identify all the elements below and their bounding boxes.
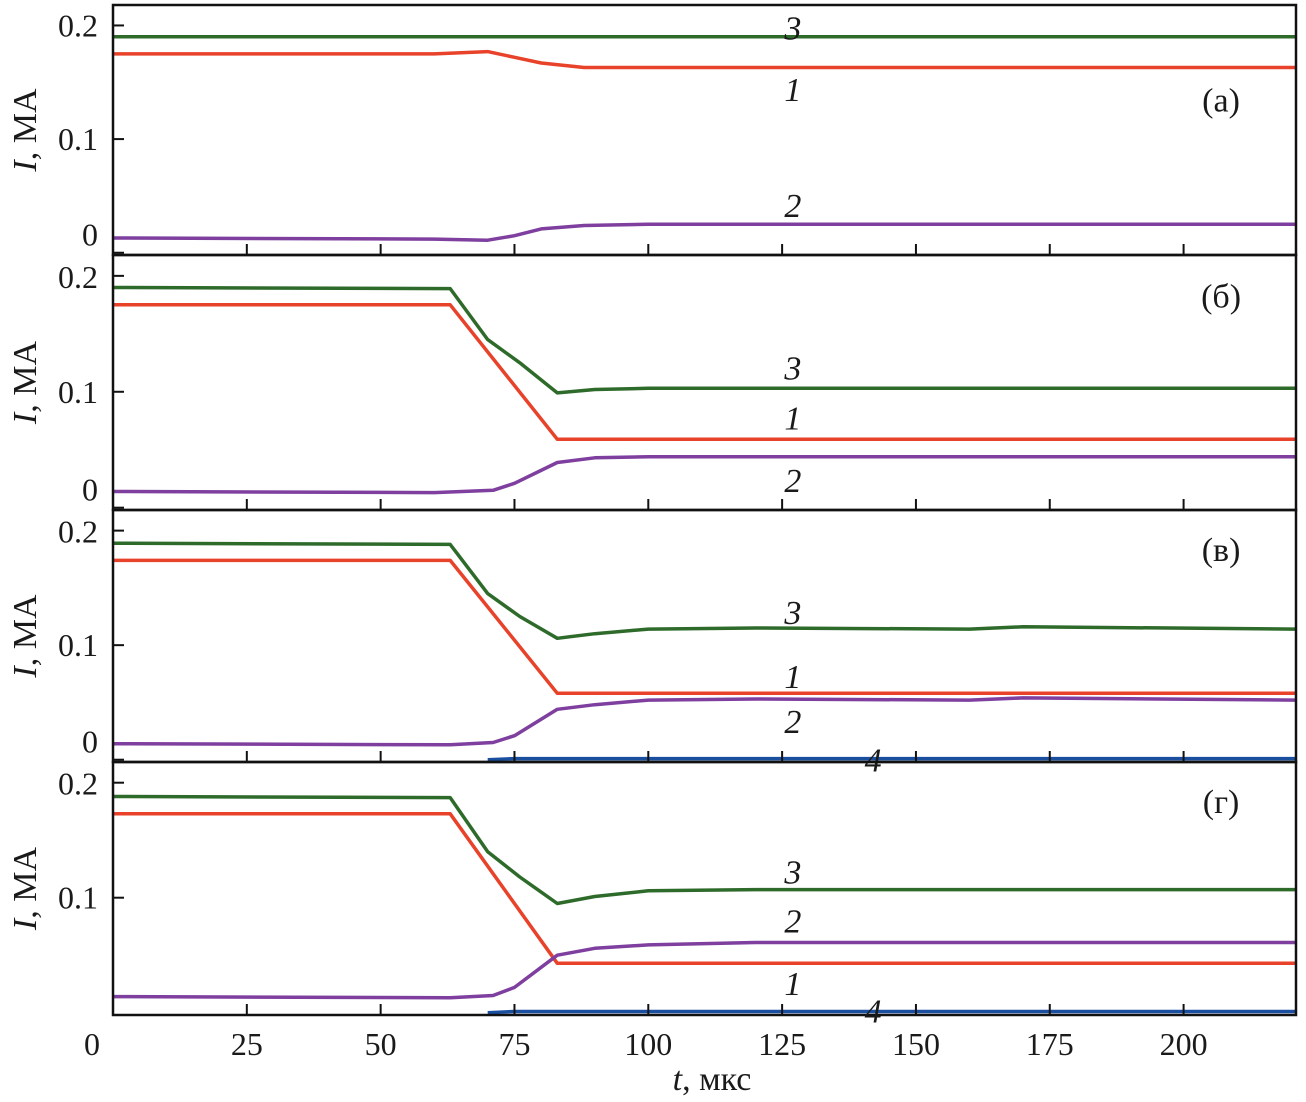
x-tick-label: 50 [365, 1026, 397, 1062]
series-line-2-panel-3 [112, 696, 1297, 747]
y-axis-var: I [7, 411, 44, 425]
curve-label-3: 3 [783, 11, 801, 48]
y-axis-var: I [7, 665, 44, 679]
y-tick-label: 0.2 [58, 514, 98, 550]
x-tick-label: 200 [1160, 1026, 1208, 1062]
panel-label: (б) [1201, 279, 1241, 316]
x-tick-label: 0 [84, 1026, 100, 1062]
y-axis-label: I, МА [7, 847, 44, 932]
curve-label-2: 2 [784, 463, 801, 500]
x-tick-label: 100 [624, 1026, 672, 1062]
y-tick-label: 0.1 [58, 627, 98, 663]
y-axis-label: I, МА [7, 594, 44, 679]
y-tick-label: 0 [82, 724, 98, 760]
curve-label-2: 2 [784, 188, 801, 225]
y-axis-unit: , МА [7, 341, 44, 413]
series-line-3-panel-3 [112, 541, 1297, 641]
panel-frame-1 [111, 3, 1298, 257]
x-axis-label: t, мкс [673, 1061, 752, 1098]
y-axis-label: I, МА [7, 341, 44, 426]
curve-label-1: 1 [784, 659, 801, 696]
series-line-1-panel-1 [113, 49, 1296, 70]
y-tick-label: 0.1 [58, 121, 98, 157]
y-axis-label: I, МА [7, 88, 44, 173]
panel-label: (г) [1203, 784, 1240, 821]
curve-label-3: 3 [783, 350, 801, 387]
curve-label-1: 1 [784, 72, 801, 109]
x-tick-label: 75 [498, 1026, 530, 1062]
y-tick-label: 0.2 [58, 259, 98, 295]
curve-label-1: 1 [784, 400, 801, 437]
curve-label-2: 2 [784, 704, 801, 741]
y-axis-var: I [7, 159, 44, 173]
y-tick-label: 0 [82, 217, 98, 253]
y-tick-label: 0.2 [58, 766, 98, 802]
y-axis-var: I [7, 917, 44, 931]
y-axis-unit: , МА [7, 88, 44, 160]
curve-label-1: 1 [784, 966, 801, 1003]
series-line-3-panel-4 [112, 794, 1296, 906]
series-line-2-panel-2 [112, 454, 1296, 495]
curve-label-3: 3 [783, 854, 801, 891]
series-line-1-panel-2 [113, 303, 1296, 442]
series-line-1-panel-4 [113, 812, 1296, 966]
panel-frame-2 [111, 253, 1298, 512]
panel-label: (в) [1202, 532, 1241, 569]
x-tick-label: 25 [231, 1026, 263, 1062]
x-tick-label: 150 [892, 1026, 940, 1062]
series-line-4-panel-4 [487, 1009, 1296, 1015]
curve-label-3: 3 [783, 595, 801, 632]
series-line-3-panel-2 [112, 285, 1296, 395]
y-tick-label: 0.2 [58, 7, 98, 43]
y-axis-unit: , МА [7, 594, 44, 666]
series-line-4-panel-3 [487, 756, 1296, 762]
y-tick-label: 0.1 [58, 880, 98, 916]
series-line-2-panel-1 [112, 222, 1296, 242]
curve-label-2: 2 [784, 904, 801, 941]
y-axis-unit: , МА [7, 847, 44, 919]
panel-label: (а) [1202, 82, 1240, 119]
panel-frame-3 [111, 508, 1298, 764]
x-axis-unit: , мкс [682, 1061, 751, 1098]
x-tick-label: 125 [758, 1026, 806, 1062]
x-axis-var: t [673, 1061, 684, 1098]
curve-label-4: 4 [865, 993, 882, 1030]
panel-frame-4 [111, 760, 1298, 1017]
y-tick-label: 0.1 [58, 374, 98, 410]
y-tick-label: 0 [82, 472, 98, 508]
x-tick-label: 175 [1026, 1026, 1074, 1062]
series-line-2-panel-4 [112, 940, 1296, 1000]
series-line-1-panel-3 [113, 558, 1296, 696]
